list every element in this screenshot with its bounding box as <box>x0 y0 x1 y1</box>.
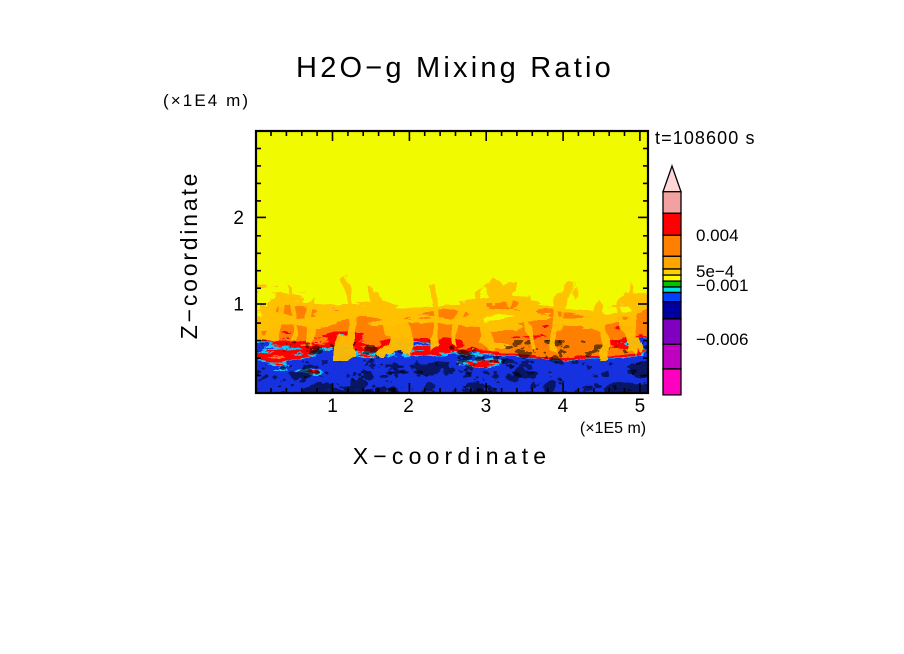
svg-text:−0.006: −0.006 <box>696 330 748 349</box>
svg-text:Z−coordinate: Z−coordinate <box>176 171 202 340</box>
svg-text:2: 2 <box>403 396 414 417</box>
svg-text:1: 1 <box>327 396 338 417</box>
svg-text:−0.001: −0.001 <box>696 276 748 295</box>
svg-text:X−coordinate: X−coordinate <box>353 443 552 469</box>
svg-text:5: 5 <box>635 396 646 417</box>
svg-text:0.004: 0.004 <box>696 226 739 245</box>
svg-text:1: 1 <box>233 295 244 316</box>
svg-text:2: 2 <box>233 208 244 229</box>
svg-text:4: 4 <box>558 396 569 417</box>
svg-text:3: 3 <box>481 396 492 417</box>
svg-text:(×1E5 m): (×1E5 m) <box>580 420 646 437</box>
